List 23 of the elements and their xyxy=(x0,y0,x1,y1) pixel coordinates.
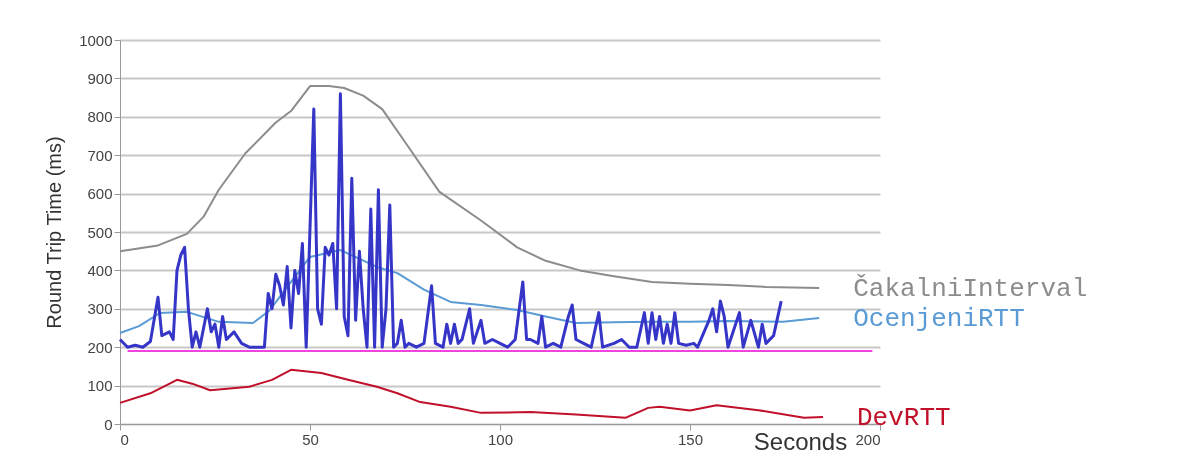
x-axis-title: Seconds xyxy=(753,427,848,455)
line-series xyxy=(119,368,824,419)
series-label: OcenjeniRTT xyxy=(853,304,1025,335)
y-tick-label: 900 xyxy=(87,69,113,87)
y-tick-label: 600 xyxy=(87,185,113,203)
y-tick-label: 400 xyxy=(87,261,113,279)
line-series xyxy=(118,92,783,349)
x-tick-label: 150 xyxy=(677,430,704,448)
line-series xyxy=(119,249,821,334)
y-tick-label: 100 xyxy=(87,377,113,395)
y-tick-label: 0 xyxy=(104,415,113,433)
y-axis-title: Round Trip Time (ms) xyxy=(43,136,66,329)
y-tick-label: 200 xyxy=(87,338,113,356)
x-tick-label: 50 xyxy=(302,430,319,448)
x-tick-label: 100 xyxy=(487,430,514,448)
y-tick-label: 800 xyxy=(87,108,113,126)
y-tick-label: 500 xyxy=(87,223,113,241)
series-label: ČakalniInterval xyxy=(853,274,1088,305)
x-tick-label: 0 xyxy=(120,430,129,448)
y-tick-label: 1000 xyxy=(79,31,113,49)
y-tick-label: 700 xyxy=(87,146,113,164)
y-tick-label: 300 xyxy=(87,300,113,318)
line-series xyxy=(119,85,821,290)
